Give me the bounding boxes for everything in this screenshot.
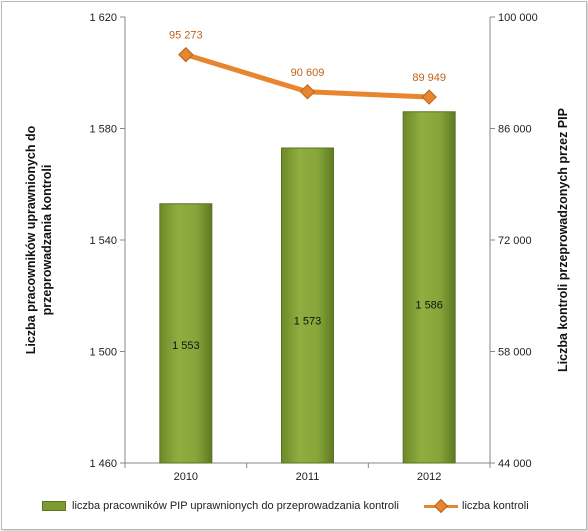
bar-2012 <box>402 111 456 464</box>
line-series <box>178 46 437 105</box>
labels: 1 553 1 573 1 586 95 273 90 609 89 949 <box>169 30 446 352</box>
left-tick-label: 1 460 <box>89 458 117 470</box>
left-tick-label: 1 540 <box>89 235 117 247</box>
left-tick-label: 1 620 <box>89 12 117 24</box>
left-tick-label: 1 580 <box>89 124 117 136</box>
bar-2011 <box>281 147 334 464</box>
left-axis-title-line: przeprowadzania kontroli <box>40 165 54 316</box>
line-value-label: 89 949 <box>412 72 446 84</box>
bar-value-label: 1 586 <box>415 299 443 311</box>
line-marker-2010 <box>178 46 194 63</box>
right-tick-label: 44 000 <box>498 458 532 470</box>
x-tick-label: 2012 <box>417 471 441 483</box>
legend-line-swatch <box>424 498 458 514</box>
right-tick-label: 58 000 <box>498 347 532 359</box>
bar-2010 <box>159 203 213 464</box>
bar-value-label: 1 553 <box>172 340 200 352</box>
line-value-label: 90 609 <box>291 67 325 79</box>
axes: 1 460 1 500 1 540 1 580 1 620 44 000 58 000 72 … <box>24 12 570 483</box>
right-axis-title: Liczba kontroli przeprowadzonych przez P… <box>556 108 570 372</box>
legend-bar-label: liczba pracowników PIP uprawnionych do p… <box>72 500 399 512</box>
line-value-label: 95 273 <box>169 30 203 42</box>
legend-item-line: liczba kontroli <box>424 498 529 514</box>
left-axis-title-line: Liczba pracowników uprawnionych do <box>24 125 38 354</box>
legend-item-bars: liczba pracowników PIP uprawnionych do p… <box>42 500 399 512</box>
left-axis-title: Liczba pracowników uprawnionych do przepr… <box>24 125 54 354</box>
x-tick-label: 2011 <box>296 471 320 483</box>
legend-bar-swatch <box>42 501 66 511</box>
right-tick-label: 100 000 <box>498 12 538 24</box>
line-marker-2011 <box>299 84 316 100</box>
x-tick-label: 2010 <box>174 471 198 483</box>
right-tick-label: 86 000 <box>498 124 532 136</box>
line-marker-2012 <box>421 89 437 105</box>
bar-value-label: 1 573 <box>294 315 322 327</box>
left-tick-label: 1 500 <box>89 347 117 359</box>
bars <box>159 111 456 464</box>
legend: liczba pracowników PIP uprawnionych do p… <box>42 498 562 518</box>
right-tick-label: 72 000 <box>498 235 532 247</box>
legend-line-label: liczba kontroli <box>462 500 529 512</box>
